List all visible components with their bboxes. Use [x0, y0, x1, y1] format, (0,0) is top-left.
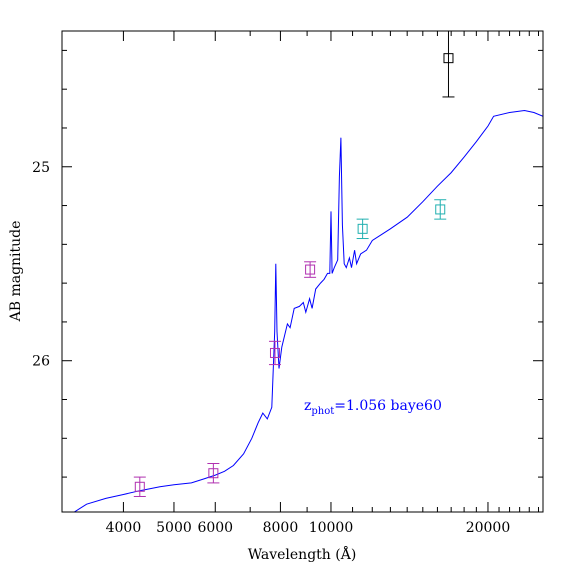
- annotation-subscript: phot: [311, 406, 334, 417]
- x-tick-label: 20000: [466, 520, 511, 536]
- photometry-point: [442, 31, 455, 98]
- redshift-annotation: zphot=1.056 baye60: [304, 398, 442, 417]
- x-tick-label: 10000: [309, 520, 354, 536]
- template-spectrum-line: [74, 109, 543, 512]
- x-tick-label: 5000: [156, 520, 192, 536]
- y-tick-labels: 25 26: [32, 160, 50, 370]
- annotation-text: =1.056 baye60: [334, 398, 442, 414]
- annotation-z: z: [304, 398, 311, 414]
- photometry-point: [268, 340, 281, 366]
- photometry-point: [207, 463, 220, 484]
- x-tick-label: 8000: [263, 520, 299, 536]
- data-marker: [134, 481, 145, 492]
- y-tick-label: 25: [32, 160, 50, 176]
- x-axis-label: Wavelength (Å): [248, 545, 357, 563]
- x-tick-label: 4000: [106, 520, 142, 536]
- photometry-point: [304, 261, 317, 278]
- data-marker: [305, 264, 316, 275]
- photometry-point: [434, 199, 447, 220]
- x-tick-labels: 4000 5000 6000 8000 10000 20000: [106, 520, 511, 536]
- data-marker: [357, 223, 368, 234]
- data-marker: [269, 347, 280, 358]
- plot-frame: [61, 30, 544, 513]
- y-tick-label: 26: [32, 354, 50, 370]
- axis-ticks: [62, 31, 543, 512]
- data-marker: [443, 53, 454, 64]
- data-marker: [208, 468, 219, 479]
- data-marker: [435, 204, 446, 215]
- plot-area: [74, 31, 543, 512]
- photometry-point: [133, 476, 146, 497]
- x-tick-label: 6000: [197, 520, 233, 536]
- y-axis-label: AB magnitude: [8, 221, 24, 323]
- photometry-point: [356, 218, 369, 240]
